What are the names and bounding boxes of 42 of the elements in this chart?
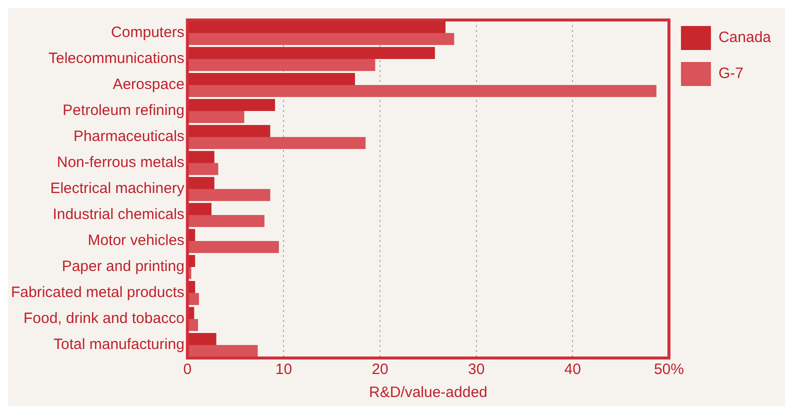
bar [188, 203, 212, 215]
bar [188, 163, 218, 175]
bar [188, 59, 376, 71]
y-tick-label: Petroleum refining [62, 102, 184, 120]
bar [188, 85, 656, 97]
x-tick-label: 30 [468, 361, 485, 378]
bar [188, 215, 264, 227]
bar [188, 177, 214, 189]
x-tick-label: 10 [275, 361, 292, 378]
bar [188, 151, 214, 163]
x-tick-label: 40 [564, 361, 581, 378]
y-tick-label: Pharmaceuticals [74, 128, 184, 146]
bar [188, 73, 355, 85]
bar [188, 333, 216, 345]
y-tick-label: Electrical machinery [50, 180, 185, 198]
bar [188, 241, 279, 253]
y-tick-label: Non-ferrous metals [56, 154, 184, 172]
x-tick-label: 20 [372, 361, 388, 378]
legend-label: Canada [718, 29, 772, 46]
bar [188, 189, 270, 201]
y-tick-label: Total manufacturing [54, 336, 184, 354]
bar [188, 33, 454, 45]
y-tick-label: Telecommunications [48, 50, 184, 68]
x-tick-label: 50% [654, 361, 684, 378]
legend-label: G-7 [718, 65, 744, 82]
bar [188, 21, 446, 33]
y-tick-label: Fabricated metal products [10, 284, 184, 302]
bar [188, 47, 435, 59]
x-tick-label: 0 [183, 361, 192, 378]
bar [188, 137, 366, 149]
y-tick-label: Aerospace [112, 76, 184, 94]
bar [188, 111, 244, 123]
bar [188, 125, 270, 137]
bar [188, 99, 276, 111]
y-tick-label: Motor vehicles [88, 232, 184, 250]
y-tick-label: Computers [111, 24, 184, 42]
y-tick-label: Food, drink and tobacco [23, 310, 184, 328]
x-axis-title: R&D/value-added [368, 384, 488, 402]
y-tick-label: Industrial chemicals [52, 206, 184, 224]
bar [188, 293, 199, 305]
y-tick-label: Paper and printing [62, 258, 184, 276]
bar [188, 345, 258, 357]
